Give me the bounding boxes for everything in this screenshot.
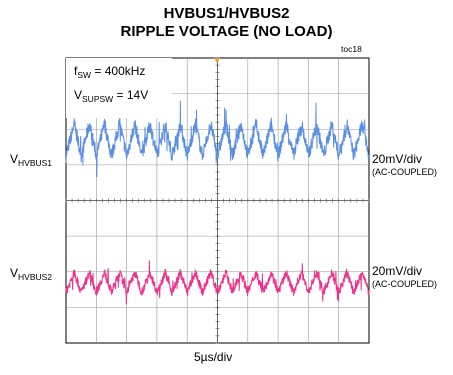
condition-fsw: fSW = 400kHz bbox=[74, 64, 146, 80]
chart-title-line2: RIPPLE VOLTAGE (NO LOAD) bbox=[120, 23, 333, 40]
time-scale-label: 5µs/div bbox=[194, 350, 233, 364]
chart-title-line1: HVBUS1/HVBUS2 bbox=[163, 5, 290, 22]
trace-hvbus2 bbox=[65, 260, 370, 305]
trace1-coupling: (AC-COUPLED) bbox=[372, 167, 438, 177]
trigger-marker bbox=[214, 58, 220, 63]
trace2-coupling: (AC-COUPLED) bbox=[372, 279, 438, 289]
trace2-label: VHVBUS2 bbox=[10, 266, 53, 282]
condition-vsupsw: VSUPSW = 14V bbox=[74, 88, 149, 104]
trace2-scale: 20mV/div bbox=[372, 264, 423, 278]
trace1-label: VHVBUS1 bbox=[10, 152, 53, 168]
figure-tag: toc18 bbox=[341, 44, 362, 54]
conditions-box: fSW = 400kHz VSUPSW = 14V bbox=[66, 58, 172, 118]
trace1-scale: 20mV/div bbox=[372, 152, 423, 166]
trace-hvbus1 bbox=[65, 99, 370, 178]
